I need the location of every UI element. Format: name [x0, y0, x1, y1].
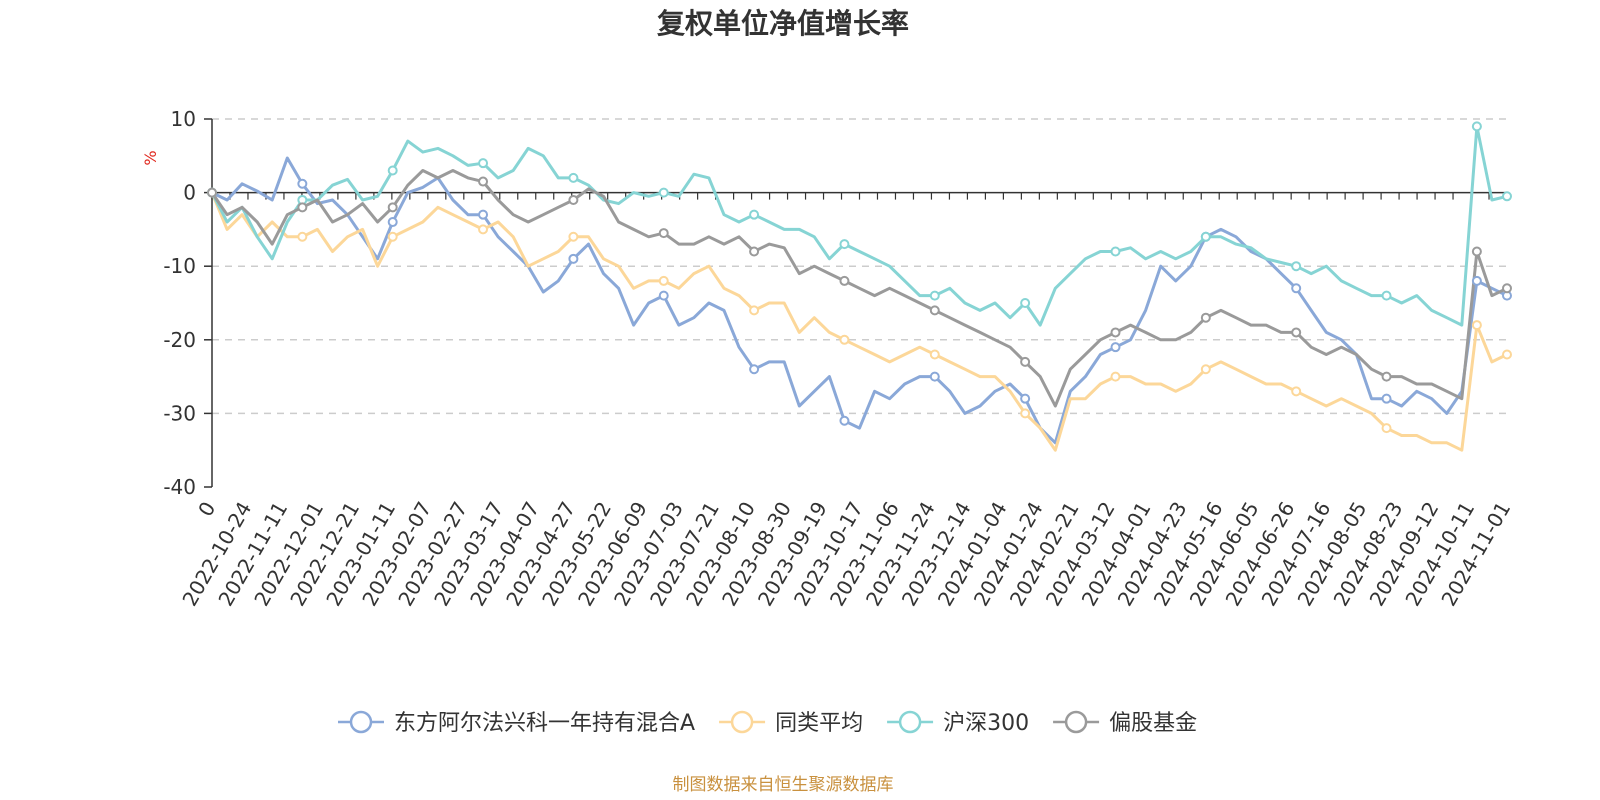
series-point-3 — [1110, 327, 1121, 338]
series-point-3 — [658, 228, 669, 239]
series-point-1 — [1200, 364, 1211, 375]
data-source-note: 制图数据来自恒生聚源数据库 — [673, 775, 894, 795]
y-tick-label: -20 — [163, 328, 196, 352]
series-point-0 — [1020, 393, 1031, 404]
legend-label: 偏股基金 — [1109, 711, 1197, 736]
legend-label: 东方阿尔法兴科一年持有混合A — [394, 711, 695, 736]
series-point-0 — [478, 209, 489, 220]
series-point-1 — [1110, 371, 1121, 382]
legend-circle-icon — [349, 710, 373, 734]
series-point-2 — [1471, 121, 1482, 132]
series-point-0 — [839, 415, 850, 426]
series-point-0 — [387, 217, 398, 228]
series-point-3 — [478, 176, 489, 187]
y-tick-label: 10 — [171, 107, 196, 131]
axes: 100-10-20-30-4002022-10-242022-11-112022… — [163, 107, 1515, 610]
series-line-1 — [210, 191, 1509, 452]
series-point-1 — [839, 334, 850, 345]
y-tick-label: -40 — [163, 475, 196, 499]
series-point-2 — [1200, 231, 1211, 242]
series-point-1 — [749, 305, 760, 316]
series-point-1 — [387, 231, 398, 242]
series-point-3 — [207, 187, 217, 198]
legend-item-1[interactable]: 同类平均 — [719, 710, 863, 736]
series-point-1 — [568, 231, 579, 242]
series-line-2 — [210, 124, 1509, 327]
series-point-1 — [1502, 349, 1512, 360]
series-point-1 — [1020, 408, 1031, 419]
series-point-3 — [1200, 312, 1211, 323]
grid-lines — [212, 118, 1507, 415]
series-point-2 — [1381, 290, 1392, 301]
series-point-1 — [1471, 320, 1482, 331]
series-point-3 — [929, 305, 940, 316]
series-point-0 — [1110, 342, 1121, 353]
series-point-2 — [658, 187, 669, 198]
legend-item-3[interactable]: 偏股基金 — [1053, 710, 1197, 736]
legend-circle-icon — [730, 710, 754, 734]
series-point-3 — [1471, 246, 1482, 257]
series-point-3 — [749, 246, 760, 257]
series-point-0 — [1291, 283, 1302, 294]
series-point-0 — [1471, 275, 1482, 286]
y-tick-label: -10 — [163, 254, 196, 278]
chart-title: 复权单位净值增长率 — [657, 7, 909, 40]
y-axis-unit: % — [141, 150, 160, 165]
series-point-2 — [387, 165, 398, 176]
series-point-1 — [297, 231, 308, 242]
series-lines — [210, 124, 1509, 452]
series-point-2 — [839, 239, 850, 250]
series-point-2 — [1020, 298, 1031, 308]
series-line-0 — [210, 156, 1509, 445]
x-tick-label: 0 — [193, 498, 220, 521]
series-point-0 — [568, 253, 579, 264]
series-point-1 — [478, 224, 489, 235]
series-point-3 — [1381, 371, 1392, 382]
series-point-3 — [1291, 327, 1302, 338]
series-point-0 — [929, 371, 940, 382]
series-point-3 — [1020, 356, 1031, 367]
series-point-2 — [568, 172, 579, 183]
series-point-3 — [568, 194, 579, 205]
series-line-3 — [210, 169, 1509, 408]
series-point-2 — [929, 290, 940, 301]
series-point-1 — [1291, 386, 1302, 397]
legend-label: 同类平均 — [775, 711, 863, 736]
series-point-0 — [749, 364, 760, 375]
series-point-2 — [1502, 191, 1512, 202]
y-tick-label: -30 — [163, 401, 196, 425]
series-point-2 — [749, 209, 760, 220]
legend[interactable]: 东方阿尔法兴科一年持有混合A 同类平均 沪深300 偏股基金 — [338, 710, 1197, 736]
y-tick-label: 0 — [183, 181, 196, 205]
series-point-1 — [1381, 423, 1392, 434]
series-point-3 — [387, 202, 398, 213]
series-point-1 — [929, 349, 940, 360]
series-point-0 — [1381, 393, 1392, 404]
series-point-0 — [297, 178, 308, 189]
series-point-3 — [839, 275, 850, 286]
series-point-3 — [1502, 283, 1512, 294]
series-point-1 — [658, 275, 669, 286]
legend-item-0[interactable]: 东方阿尔法兴科一年持有混合A — [338, 710, 695, 736]
legend-circle-icon — [1064, 710, 1088, 734]
series-markers — [207, 121, 1512, 434]
series-point-3 — [297, 202, 308, 213]
series-point-0 — [658, 290, 669, 301]
series-point-2 — [478, 158, 489, 169]
series-point-2 — [1291, 261, 1302, 272]
series-point-2 — [1110, 246, 1121, 257]
legend-label: 沪深300 — [943, 711, 1029, 736]
legend-item-2[interactable]: 沪深300 — [887, 710, 1029, 736]
legend-circle-icon — [898, 710, 922, 734]
